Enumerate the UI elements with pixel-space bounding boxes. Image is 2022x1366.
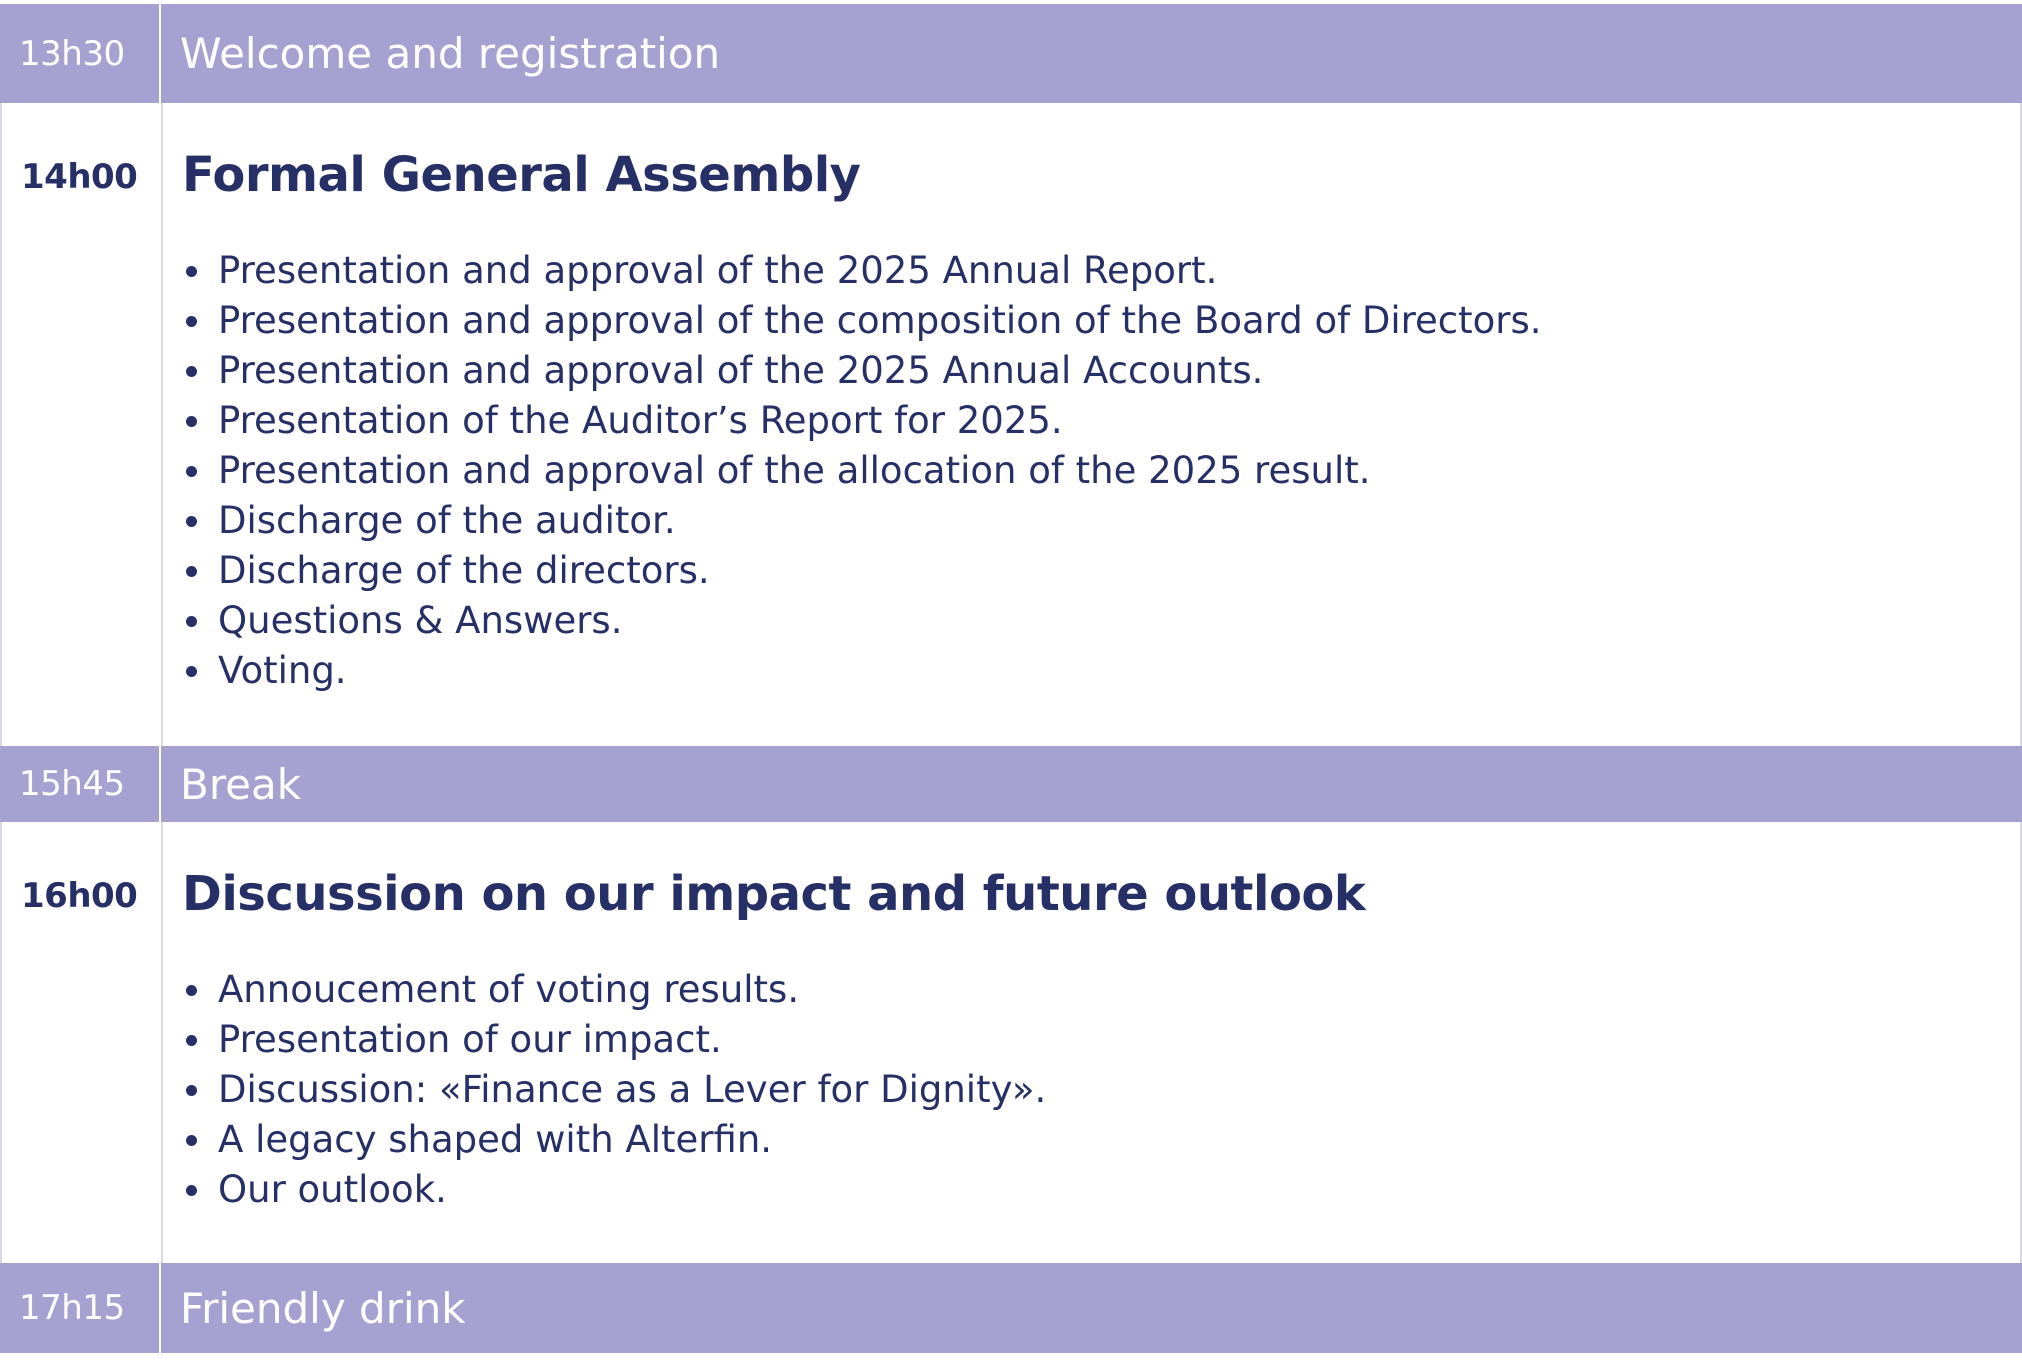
bullet-list: Presentation and approval of the 2025 An… bbox=[182, 246, 2020, 696]
list-item: A legacy shaped with Alterfin. bbox=[182, 1115, 2020, 1165]
agenda-row-welcome: 13h30 Welcome and registration bbox=[0, 4, 2022, 103]
bullet-dot-icon bbox=[186, 1084, 197, 1096]
list-item-text: Our outlook. bbox=[218, 1167, 447, 1211]
time-cell: 13h30 bbox=[0, 4, 161, 103]
list-item-text: Presentation and approval of the composi… bbox=[218, 298, 1542, 342]
list-item: Voting. bbox=[182, 646, 2020, 696]
bullet-dot-icon bbox=[186, 315, 197, 327]
bullet-dot-icon bbox=[186, 665, 197, 677]
agenda-table: 13h30 Welcome and registration 14h00 For… bbox=[0, 4, 2022, 1353]
bullet-dot-icon bbox=[186, 565, 197, 577]
band-title: Welcome and registration bbox=[180, 29, 721, 78]
list-item-text: Presentation of our impact. bbox=[218, 1017, 722, 1061]
list-item: Our outlook. bbox=[182, 1165, 2020, 1215]
list-item: Discharge of the auditor. bbox=[182, 496, 2020, 546]
list-item: Presentation of our impact. bbox=[182, 1015, 2020, 1065]
list-item: Presentation and approval of the allocat… bbox=[182, 446, 2020, 496]
list-item-text: Discussion: «Finance as a Lever for Dign… bbox=[218, 1067, 1047, 1111]
list-item: Questions & Answers. bbox=[182, 596, 2020, 646]
list-item-text: Presentation and approval of the allocat… bbox=[218, 448, 1371, 492]
time-cell: 16h00 bbox=[2, 822, 163, 1263]
bullet-dot-icon bbox=[186, 515, 197, 527]
bullet-dot-icon bbox=[186, 1134, 197, 1146]
list-item-text: A legacy shaped with Alterfin. bbox=[218, 1117, 773, 1161]
list-item-text: Discharge of the directors. bbox=[218, 548, 710, 592]
bullet-dot-icon bbox=[186, 465, 197, 477]
list-item: Discussion: «Finance as a Lever for Dign… bbox=[182, 1065, 2020, 1115]
bullet-dot-icon bbox=[186, 1034, 197, 1046]
list-item: Presentation and approval of the 2025 An… bbox=[182, 246, 2020, 296]
session-content: Discussion on our impact and future outl… bbox=[163, 822, 2020, 1263]
list-item-text: Discharge of the auditor. bbox=[218, 498, 676, 542]
list-item-text: Annoucement of voting results. bbox=[218, 967, 800, 1011]
agenda-row-general-assembly: 14h00 Formal General Assembly Presentati… bbox=[0, 103, 2022, 746]
list-item: Presentation and approval of the 2025 An… bbox=[182, 346, 2020, 396]
bullet-dot-icon bbox=[186, 1184, 197, 1196]
agenda-row-friendly-drink: 17h15 Friendly drink bbox=[0, 1263, 2022, 1353]
bullet-dot-icon bbox=[186, 984, 197, 996]
list-item: Presentation and approval of the composi… bbox=[182, 296, 2020, 346]
agenda-row-break: 15h45 Break bbox=[0, 746, 2022, 822]
time-cell: 14h00 bbox=[2, 103, 163, 746]
session-content: Formal General Assembly Presentation and… bbox=[163, 103, 2020, 746]
band-title: Friendly drink bbox=[180, 1283, 466, 1333]
session-title: Formal General Assembly bbox=[182, 147, 861, 203]
list-item: Presentation of the Auditor’s Report for… bbox=[182, 396, 2020, 446]
list-item: Discharge of the directors. bbox=[182, 546, 2020, 596]
list-item-text: Presentation and approval of the 2025 An… bbox=[218, 248, 1218, 292]
session-title: Discussion on our impact and future outl… bbox=[182, 866, 1366, 922]
bullet-list: Annoucement of voting results. Presentat… bbox=[182, 965, 2020, 1215]
band-title: Break bbox=[180, 759, 302, 809]
bullet-dot-icon bbox=[186, 415, 197, 427]
time-cell: 17h15 bbox=[0, 1263, 161, 1353]
bullet-dot-icon bbox=[186, 615, 197, 627]
bullet-dot-icon bbox=[186, 365, 197, 377]
bullet-dot-icon bbox=[186, 265, 197, 277]
list-item-text: Voting. bbox=[218, 648, 347, 692]
list-item-text: Questions & Answers. bbox=[218, 598, 623, 642]
time-cell: 15h45 bbox=[0, 746, 161, 822]
list-item-text: Presentation and approval of the 2025 An… bbox=[218, 348, 1264, 392]
list-item: Annoucement of voting results. bbox=[182, 965, 2020, 1015]
list-item-text: Presentation of the Auditor’s Report for… bbox=[218, 398, 1063, 442]
agenda-row-discussion: 16h00 Discussion on our impact and futur… bbox=[0, 822, 2022, 1263]
